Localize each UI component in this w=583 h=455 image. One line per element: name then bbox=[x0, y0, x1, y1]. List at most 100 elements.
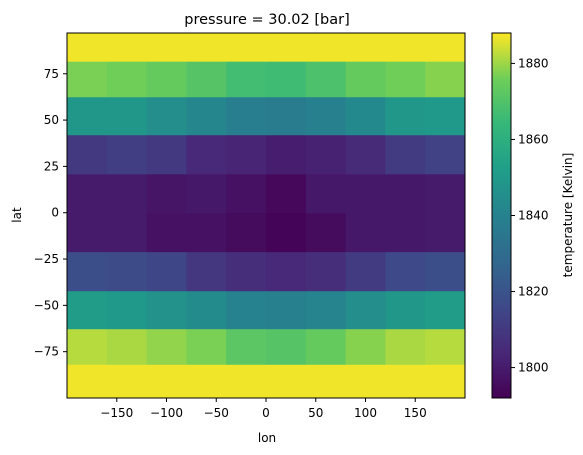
x-tick-label: −100 bbox=[150, 406, 183, 420]
heatmap-cell bbox=[226, 61, 267, 98]
heatmap-cell bbox=[186, 328, 227, 365]
heatmap-cell bbox=[345, 33, 386, 62]
x-axis-label: lon bbox=[258, 431, 276, 445]
colorbar-tick-label: 1820 bbox=[518, 285, 549, 299]
heatmap-cell bbox=[67, 290, 108, 330]
chart-title: pressure = 30.02 [bar] bbox=[184, 12, 349, 28]
heatmap-cell bbox=[67, 251, 108, 292]
heatmap-cell bbox=[266, 328, 307, 365]
heatmap-cell bbox=[106, 61, 148, 98]
heatmap-cell bbox=[385, 96, 426, 136]
heatmap-cell bbox=[186, 61, 227, 98]
y-tick-label: −25 bbox=[34, 252, 59, 266]
heatmap-cell bbox=[226, 290, 267, 330]
heatmap-cell bbox=[67, 134, 108, 175]
colorbar-tick-label: 1860 bbox=[518, 132, 549, 146]
x-tick-label: 0 bbox=[262, 406, 270, 420]
heatmap-cell bbox=[425, 96, 466, 136]
heatmap-cell bbox=[67, 33, 108, 62]
heatmap-cell bbox=[305, 251, 347, 292]
heatmap-cell bbox=[106, 364, 148, 399]
y-tick-label: 75 bbox=[44, 67, 59, 81]
x-tick-label: 100 bbox=[354, 406, 377, 420]
heatmap-cell bbox=[305, 96, 347, 136]
y-tick-label: 50 bbox=[44, 113, 59, 127]
heatmap-cell bbox=[425, 173, 466, 214]
heatmap-cell bbox=[345, 328, 386, 365]
heatmap-cell bbox=[226, 212, 267, 253]
heatmap-cell bbox=[305, 364, 347, 399]
heatmap-cell bbox=[106, 96, 148, 136]
colorbar-label: temperature [Kelvin] bbox=[561, 153, 575, 278]
heatmap-cell bbox=[266, 212, 307, 253]
heatmap-cell bbox=[425, 33, 466, 62]
heatmap-cell bbox=[345, 251, 386, 292]
heatmap-cell bbox=[186, 96, 227, 136]
heatmap-cell bbox=[146, 364, 187, 399]
heatmap-cell bbox=[345, 134, 386, 175]
heatmap-cell bbox=[226, 96, 267, 136]
y-tick-label: −75 bbox=[34, 345, 59, 359]
colorbar-tick-label: 1800 bbox=[518, 361, 549, 375]
y-axis-label: lat bbox=[10, 207, 24, 223]
heatmap-cell bbox=[385, 173, 426, 214]
heatmap-cell bbox=[385, 33, 426, 62]
heatmap-cell bbox=[305, 33, 347, 62]
x-tick-label: −50 bbox=[204, 406, 229, 420]
heatmap-cell bbox=[186, 33, 227, 62]
heatmap-cell bbox=[226, 173, 267, 214]
heatmap-cell bbox=[266, 364, 307, 399]
heatmap-cell bbox=[67, 364, 108, 399]
heatmap-cell bbox=[345, 173, 386, 214]
heatmap-cell bbox=[106, 33, 148, 62]
heatmap-cell bbox=[146, 173, 187, 214]
y-tick-label: −50 bbox=[34, 298, 59, 312]
x-tick-label: 150 bbox=[404, 406, 427, 420]
heatmap-cell bbox=[345, 212, 386, 253]
colorbar bbox=[491, 32, 512, 399]
heatmap-cell bbox=[305, 173, 347, 214]
heatmap-cell bbox=[345, 290, 386, 330]
heatmap-cell bbox=[226, 251, 267, 292]
heatmap-cell bbox=[67, 61, 108, 98]
heatmap-cell bbox=[67, 328, 108, 365]
heatmap-cell bbox=[186, 173, 227, 214]
heatmap-cells bbox=[67, 33, 466, 399]
colorbar-tick-label: 1880 bbox=[518, 56, 549, 70]
heatmap-cell bbox=[345, 61, 386, 98]
heatmap-cell bbox=[266, 173, 307, 214]
heatmap-cell bbox=[385, 212, 426, 253]
heatmap-cell bbox=[266, 134, 307, 175]
heatmap-cell bbox=[146, 251, 187, 292]
heatmap-cell bbox=[67, 212, 108, 253]
heatmap-cell bbox=[385, 251, 426, 292]
x-tick-label: −150 bbox=[100, 406, 133, 420]
heatmap-cell bbox=[305, 290, 347, 330]
heatmap-cell bbox=[146, 328, 187, 365]
heatmap-cell bbox=[385, 134, 426, 175]
heatmap-cell bbox=[305, 212, 347, 253]
heatmap-cell bbox=[385, 364, 426, 399]
heatmap-cell bbox=[106, 251, 148, 292]
heatmap-cell bbox=[186, 364, 227, 399]
heatmap-cell bbox=[305, 61, 347, 98]
heatmap-cell bbox=[226, 364, 267, 399]
heatmap-cell bbox=[385, 290, 426, 330]
heatmap-cell bbox=[146, 134, 187, 175]
y-axis-ticks: −75 −50 −25 0 25 50 75 bbox=[34, 67, 67, 359]
heatmap-cell bbox=[106, 173, 148, 214]
colorbar-tick-label: 1840 bbox=[518, 209, 549, 223]
heatmap-cell bbox=[106, 212, 148, 253]
heatmap-cell bbox=[266, 251, 307, 292]
heatmap-cell bbox=[146, 212, 187, 253]
x-axis-ticks: −150 −100 −50 0 50 100 150 bbox=[100, 398, 427, 420]
heatmap-cell bbox=[226, 328, 267, 365]
heatmap-cell bbox=[146, 33, 187, 62]
heatmap-cell bbox=[305, 328, 347, 365]
colorbar-ticks: 1800 1820 1840 1860 1880 bbox=[511, 56, 549, 375]
heatmap-cell bbox=[106, 328, 148, 365]
heatmap-cell bbox=[385, 61, 426, 98]
heatmap-cell bbox=[425, 61, 466, 98]
heatmap-cell bbox=[67, 173, 108, 214]
